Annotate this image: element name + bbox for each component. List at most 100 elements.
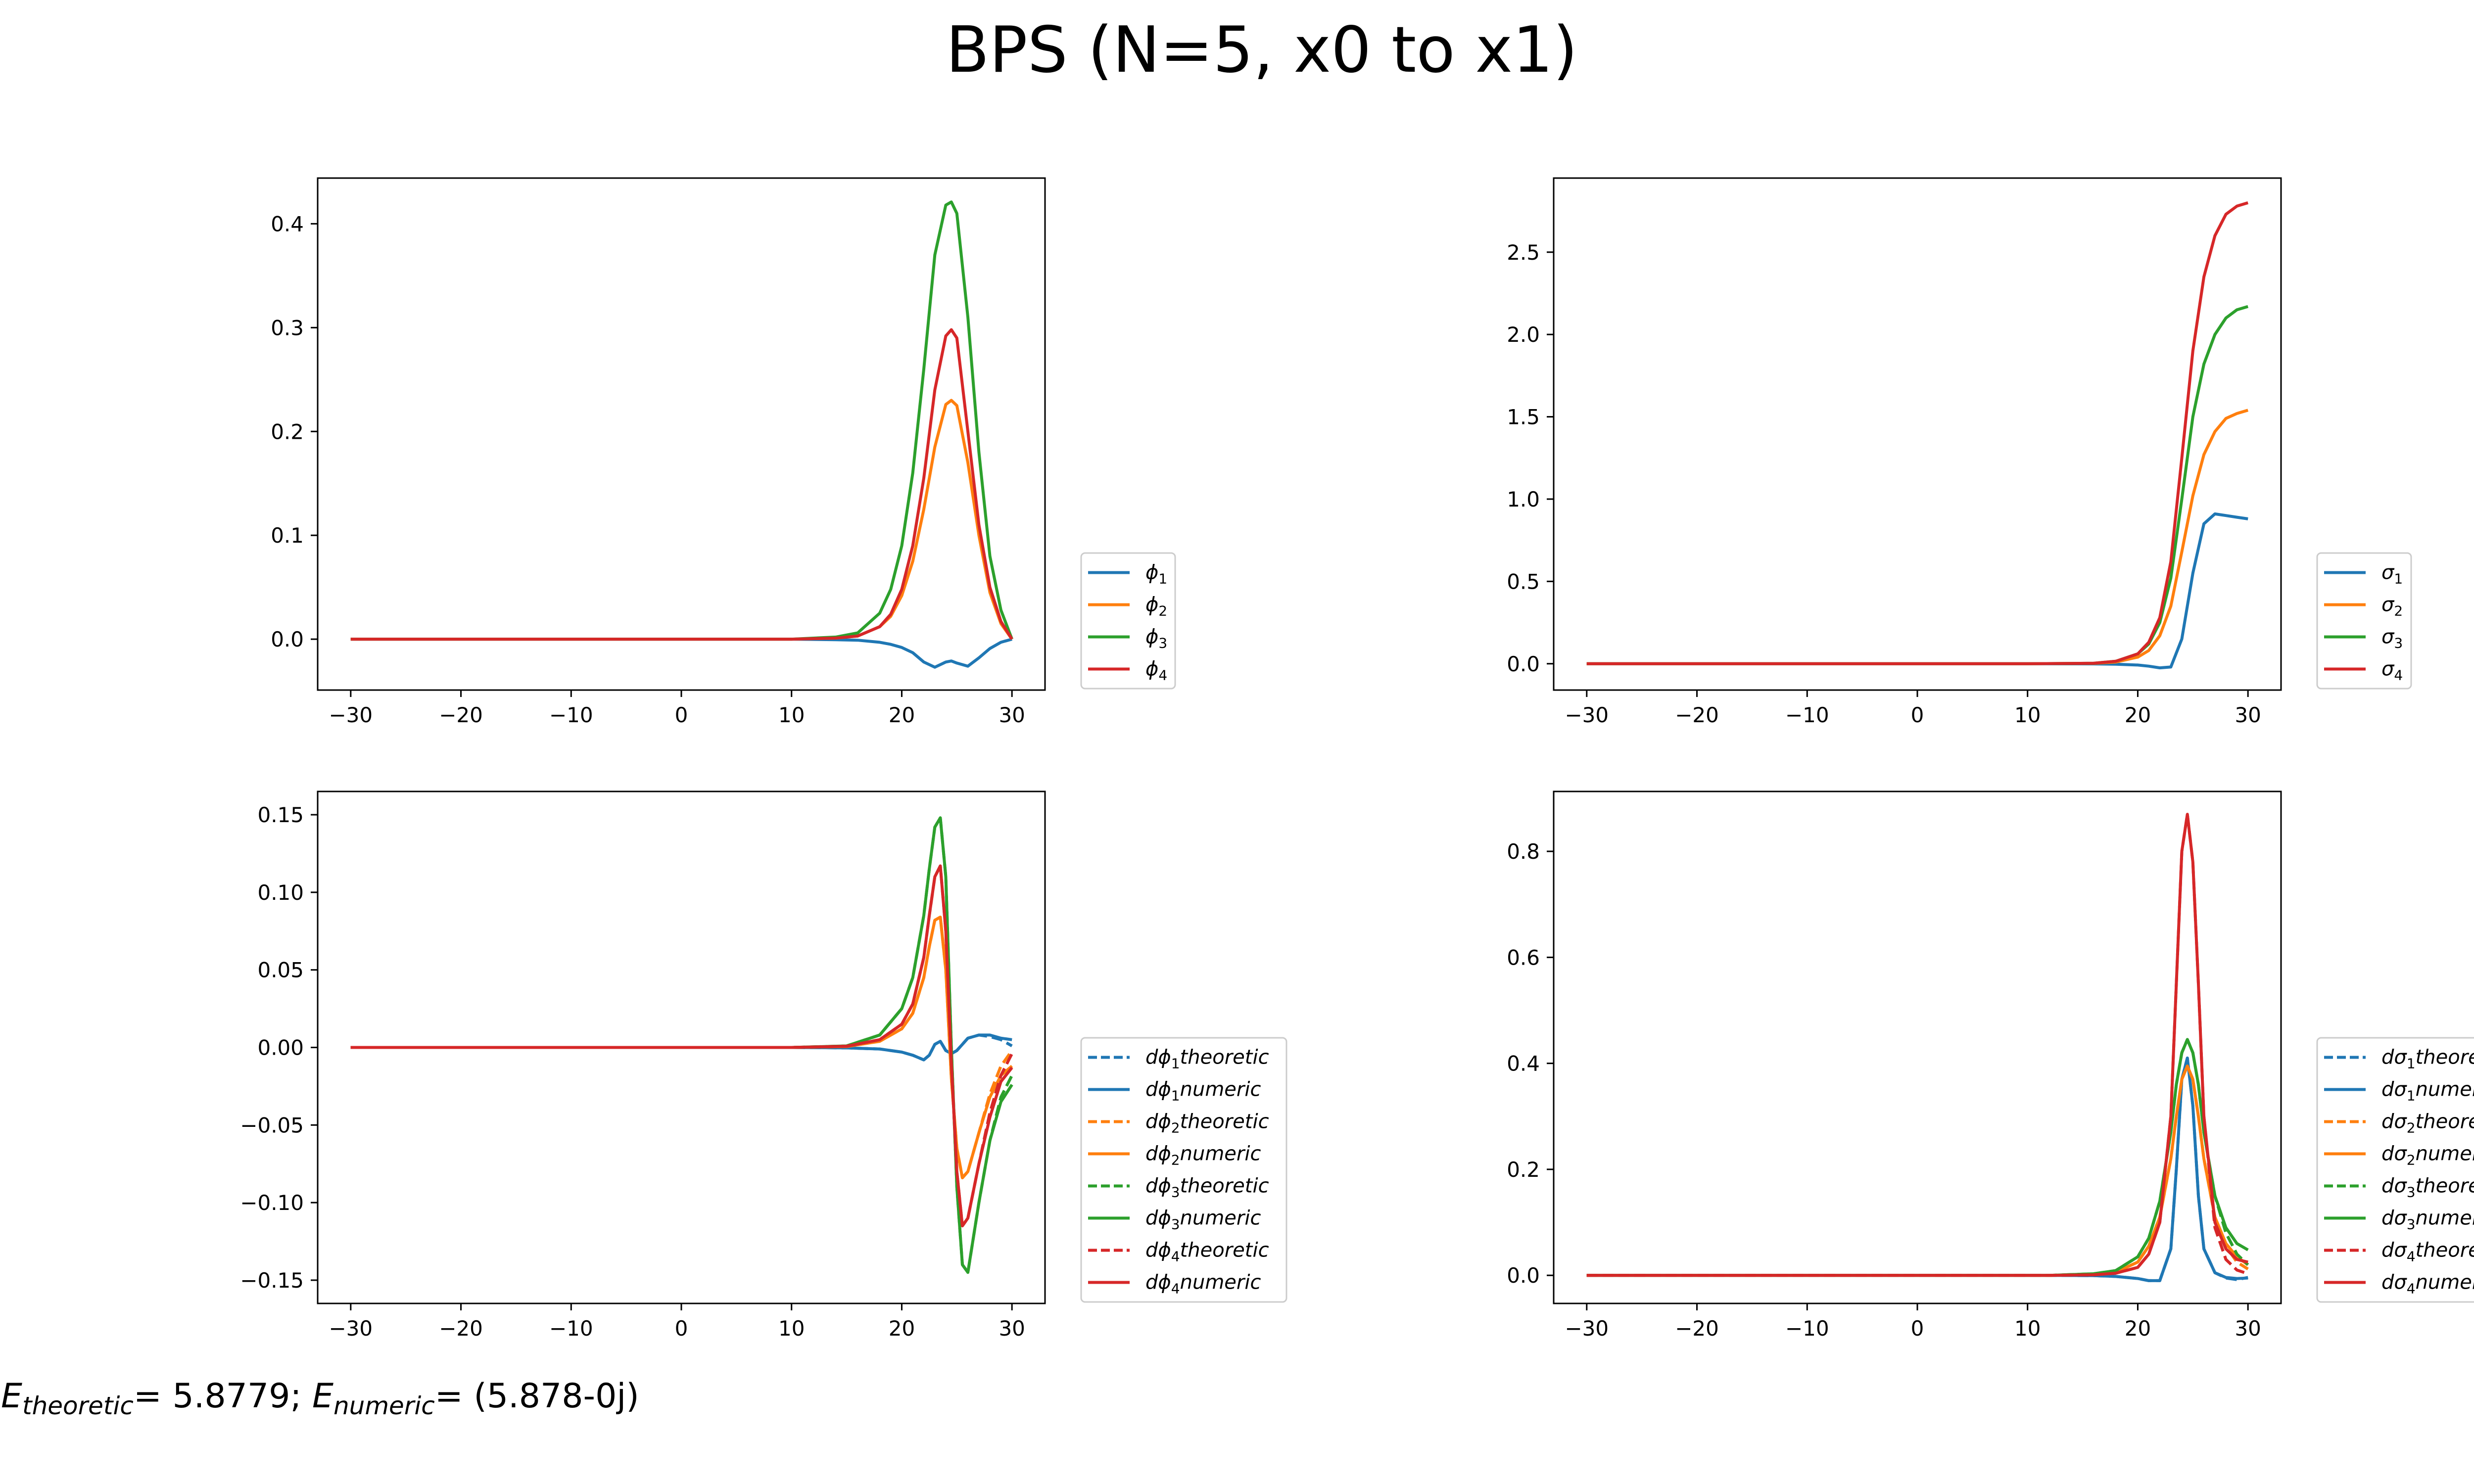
- x-tick-label: 0: [1911, 1316, 1924, 1341]
- x-tick-label: −10: [549, 1316, 593, 1341]
- x-tick-label: −30: [1565, 703, 1609, 727]
- y-tick-label: 0.15: [257, 803, 304, 827]
- y-tick-label: −0.05: [240, 1113, 304, 1137]
- energy-theoretic-subscript: theoretic: [22, 1391, 134, 1420]
- series-lines: [350, 816, 1013, 1274]
- legend-frame: [1080, 552, 1176, 690]
- legend-label: ϕ3: [1145, 626, 1167, 651]
- y-tick-label: −0.15: [240, 1268, 304, 1293]
- x-tick-label: −20: [439, 1316, 483, 1341]
- energy-numeric-symbol: E: [312, 1377, 333, 1416]
- x-tick-label: 30: [2235, 1316, 2261, 1341]
- legend: σ1 σ2 σ3 σ4: [2316, 552, 2412, 690]
- x-tick-label: 30: [999, 1316, 1025, 1341]
- y-tick-label: 0.1: [271, 523, 304, 548]
- legend-label: dϕ3theoretic: [1145, 1175, 1269, 1201]
- y-tick-label: 0.4: [271, 212, 304, 236]
- x-tick-label: 20: [2125, 1316, 2151, 1341]
- series-line-d1-numeric: [1586, 1056, 2248, 1282]
- x-tick-label: 10: [2014, 1316, 2041, 1341]
- series-lines: [1586, 201, 2249, 670]
- legend-label: dσ2numeric: [2381, 1143, 2474, 1168]
- legend-frame: [1080, 1037, 1287, 1303]
- x-tick-label: −20: [1675, 703, 1719, 727]
- legend-label: σ1: [2381, 561, 2403, 587]
- legend-label: ϕ2: [1145, 594, 1167, 619]
- x-tick-label: −20: [1675, 1316, 1719, 1341]
- y-tick-label: −0.10: [240, 1191, 304, 1215]
- y-tick-label: 0.05: [257, 958, 304, 982]
- x-tick-label: 10: [778, 703, 805, 727]
- x-tick-label: 0: [675, 703, 688, 727]
- x-tick-label: −10: [549, 703, 593, 727]
- series-line-4: [350, 328, 1013, 641]
- energy-readout: Etheoretic= 5.8779; Enumeric= (5.878-0j): [1, 1377, 639, 1420]
- figure-title: BPS (N=5, x0 to x1): [946, 13, 1578, 87]
- series-line-1: [350, 638, 1013, 669]
- energy-numeric-subscript: numeric: [333, 1391, 435, 1420]
- y-tick-label: 0.0: [1507, 1263, 1540, 1288]
- legend-label: dσ4numeric: [2381, 1271, 2474, 1297]
- legend: dϕ1theoretic dϕ1numeric dϕ2theoretic dϕ2num…: [1080, 1037, 1287, 1303]
- y-tick-label: 2.0: [1507, 323, 1540, 347]
- energy-theoretic-symbol: E: [1, 1377, 22, 1416]
- series-line-4: [1586, 201, 2249, 665]
- x-tick-label: 20: [2125, 703, 2151, 727]
- legend-label: dσ4theoretic: [2381, 1239, 2474, 1265]
- legend-label: dϕ4numeric: [1145, 1271, 1261, 1297]
- y-tick-label: 1.0: [1507, 487, 1540, 511]
- y-tick-label: 0.8: [1507, 839, 1540, 864]
- y-tick-label: 0.4: [1507, 1052, 1540, 1076]
- x-tick-label: 20: [889, 703, 915, 727]
- y-tick-label: 1.5: [1507, 405, 1540, 429]
- y-tick-label: 0.00: [257, 1036, 304, 1060]
- legend-label: dσ3numeric: [2381, 1207, 2474, 1233]
- legend-label: dσ3theoretic: [2381, 1175, 2474, 1201]
- legend-label: dσ2theoretic: [2381, 1111, 2474, 1136]
- legend-frame: [2316, 1037, 2474, 1303]
- x-tick-label: 30: [999, 703, 1025, 727]
- legend-label: dϕ2theoretic: [1145, 1111, 1269, 1136]
- series-lines: [350, 200, 1014, 669]
- x-tick-label: −10: [1785, 703, 1829, 727]
- x-tick-label: −30: [1565, 1316, 1609, 1341]
- x-tick-label: −20: [439, 703, 483, 727]
- energy-theoretic-value: = 5.8779;: [134, 1377, 312, 1416]
- y-tick-label: 0.2: [1507, 1158, 1540, 1182]
- legend-label: dϕ3numeric: [1145, 1207, 1261, 1233]
- y-tick-label: 0.0: [271, 627, 304, 651]
- series-line-d1-numeric: [350, 1033, 1012, 1062]
- legend-label: dϕ2numeric: [1145, 1143, 1261, 1168]
- series-line-d2-numeric: [350, 916, 1013, 1179]
- legend-label: σ2: [2381, 594, 2403, 619]
- y-tick-label: 2.5: [1507, 240, 1540, 265]
- y-tick-label: 0.10: [257, 881, 304, 905]
- legend-frame: [2316, 552, 2412, 690]
- series-line-d3-numeric: [1586, 1038, 2249, 1277]
- legend-label: dϕ1theoretic: [1145, 1046, 1269, 1072]
- legend-label: ϕ1: [1145, 561, 1167, 587]
- x-tick-label: 20: [889, 1316, 915, 1341]
- series-lines: [1586, 813, 2249, 1282]
- legend-label: dϕ1numeric: [1145, 1078, 1261, 1104]
- series-line-d3-numeric: [350, 816, 1013, 1274]
- series-line-3: [350, 200, 1014, 641]
- legend-label: ϕ4: [1145, 658, 1167, 684]
- subplot-phi: −30 −20 −10 0 10 20 30 0.0 0.1 0.2 0.3 0.4 ϕ1 ϕ2 ϕ3 ϕ4: [271, 177, 1176, 727]
- legend-label: dϕ4theoretic: [1145, 1239, 1269, 1265]
- legend-label: dσ1numeric: [2381, 1078, 2474, 1104]
- subplots: −30 −20 −10 0 10 20 300.00.10.20.30.4ϕ1ϕ2ϕ3ϕ4−…: [240, 177, 2474, 1341]
- subplot-dsigma: −30 −20 −10 0 10 20 30 0.0 0.2 0.4 0.6 0.8 dσ1theore…: [1507, 790, 2474, 1341]
- x-tick-label: 30: [2235, 703, 2261, 727]
- x-tick-label: 10: [778, 1316, 805, 1341]
- x-tick-label: −30: [329, 1316, 373, 1341]
- y-tick-label: 0.6: [1507, 945, 1540, 970]
- legend: dσ1theoretic dσ1numeric dσ2theoretic dσ2num…: [2316, 1037, 2474, 1303]
- x-tick-label: 0: [1911, 703, 1924, 727]
- energy-numeric-value: = (5.878-0j): [435, 1377, 639, 1416]
- subplot-sigma: −30 −20 −10 0 10 20 30 0.0 0.5 1.0 1.5 2.0 2.5 σ1 σ2 σ3…: [1507, 177, 2412, 727]
- y-tick-label: 0.5: [1507, 569, 1540, 594]
- x-tick-label: −10: [1785, 1316, 1829, 1341]
- x-tick-label: 10: [2014, 703, 2041, 727]
